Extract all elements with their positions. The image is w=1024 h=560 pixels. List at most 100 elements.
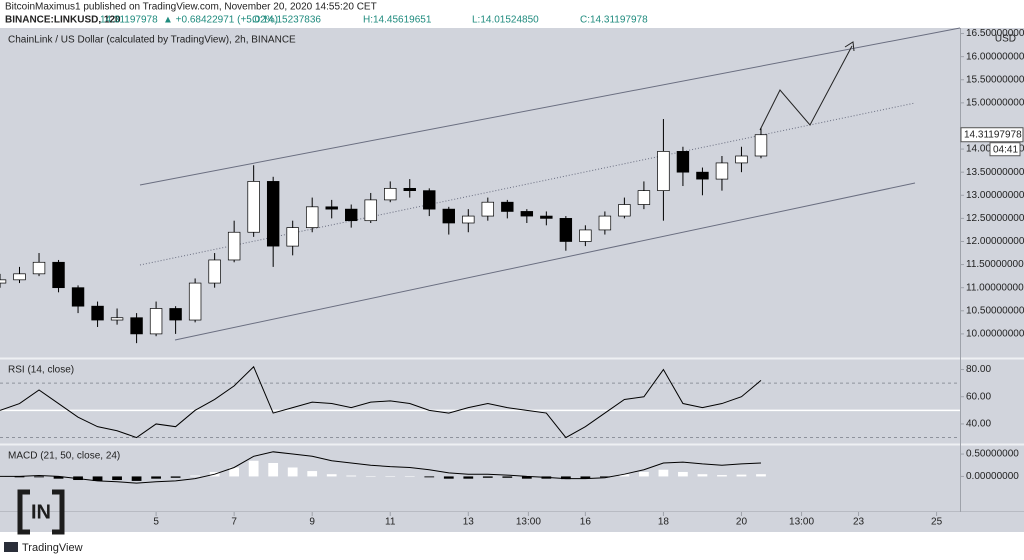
candle-body [0, 279, 7, 284]
candle-body [169, 308, 182, 321]
y-tick-label: 16.50000000 [966, 28, 1024, 39]
chart-area [0, 28, 1024, 512]
histogram-bar [170, 476, 181, 478]
channel [139, 27, 961, 341]
candle-body [657, 151, 670, 192]
candle-body [91, 305, 104, 321]
candle-body [579, 229, 592, 242]
histogram-bar [678, 471, 688, 477]
y-tick-label: 0.00000000 [966, 471, 1019, 482]
x-tick-label: 13:00 [789, 517, 814, 528]
countdown-box [989, 142, 1021, 157]
y-tick-label: 80.00 [966, 364, 991, 375]
watermark: IN [17, 489, 65, 535]
x-tick-label: 16 [580, 517, 592, 528]
histogram-bar [639, 471, 649, 477]
y-tick-label: 15.00000000 [966, 97, 1024, 108]
unit: USD [995, 34, 1016, 45]
candle-body [735, 155, 748, 164]
candle-body [325, 206, 338, 210]
symbol: BINANCE:LINKUSD, 120 [5, 15, 121, 26]
candle-body [286, 227, 299, 247]
candle-body [540, 215, 553, 219]
pane-title: ChainLink / US Dollar (calculated by Tra… [8, 35, 296, 46]
channel-lower [174, 182, 916, 341]
x-tick-label: 13 [463, 517, 475, 528]
y-tick-label: 40.00 [966, 419, 991, 430]
logo-text: IN [31, 501, 51, 523]
histogram-bar [151, 476, 161, 479]
histogram-bar [404, 476, 415, 477]
histogram-bar [600, 476, 610, 478]
candle-body [247, 181, 260, 233]
last-price: 14.31197978 [100, 15, 158, 26]
y-tick-label: 13.50000000 [966, 167, 1024, 178]
publisher: BitcoinMaximus1 published on TradingView… [5, 2, 377, 13]
histogram-bar [229, 467, 240, 477]
candle-body [598, 215, 612, 231]
histogram-bar [463, 476, 474, 479]
candle-body [71, 287, 85, 307]
x-tick-label: 5 [153, 517, 159, 528]
pane-title: MACD (21, 50, close, 24) [8, 451, 120, 462]
histogram-bar [756, 474, 766, 477]
histogram-bar [619, 474, 630, 477]
histogram-bar [658, 469, 669, 477]
x-tick-label: 7 [231, 517, 237, 528]
candle-body [364, 199, 377, 222]
brand-icon [4, 542, 18, 552]
candle-body [715, 162, 729, 180]
macd-line [0, 451, 761, 484]
logo-bracket [17, 489, 65, 535]
countdown: 04:41 [993, 144, 1018, 155]
y-tick-label: 60.00 [966, 391, 991, 402]
y-tick-label: 10.50000000 [966, 305, 1024, 316]
candle-body [501, 201, 514, 212]
high: H:14.45619651 [363, 15, 432, 26]
y-tick-label: 13.00000000 [966, 190, 1024, 201]
candle-body [754, 134, 768, 157]
histogram-bar [326, 474, 337, 477]
candle-body [423, 190, 436, 210]
histogram-bar [307, 471, 318, 477]
candle-body [345, 208, 358, 222]
y-tick-label: 15.50000000 [966, 74, 1024, 85]
close: C:14.31197978 [580, 15, 648, 26]
pane-title: RSI (14, close) [8, 365, 74, 376]
histogram-bar [34, 476, 44, 478]
rsi-line [0, 365, 762, 439]
y-tick-label: 12.50000000 [966, 213, 1024, 224]
histogram-bar [53, 476, 64, 479]
histogram-bar [521, 476, 532, 479]
histogram-bar [697, 474, 708, 477]
histogram-bar [346, 475, 357, 477]
candle-body [442, 208, 455, 224]
arrow-head [844, 41, 855, 52]
candle-body [559, 218, 573, 242]
histogram-bar [365, 476, 376, 477]
projection-arrow [759, 45, 853, 131]
candle-body [149, 308, 163, 335]
candle-body [618, 204, 631, 217]
histogram-bar [268, 463, 279, 477]
last-price-label: 14.31197978 [964, 129, 1022, 140]
y-tick-label: 16.00000000 [966, 51, 1024, 62]
candle-body [676, 151, 690, 173]
candle-body [403, 187, 416, 192]
histogram-bar [112, 476, 122, 481]
x-tick-label: 11 [385, 517, 396, 528]
histogram-bar [190, 475, 200, 477]
histogram-bar [560, 476, 571, 480]
open: O:14.15237836 [252, 15, 321, 26]
histogram-bar [736, 474, 747, 477]
y-tick-label: 12.00000000 [966, 236, 1024, 247]
y-tick-label: 11.00000000 [966, 282, 1024, 293]
last-price-box [960, 127, 1024, 143]
y-tick-label: 11.50000000 [966, 259, 1024, 270]
channel-upper [139, 27, 961, 186]
candle-body [520, 211, 534, 217]
histogram-bar [717, 475, 727, 477]
x-tick-label: 18 [658, 517, 670, 528]
histogram-bar [502, 476, 513, 478]
